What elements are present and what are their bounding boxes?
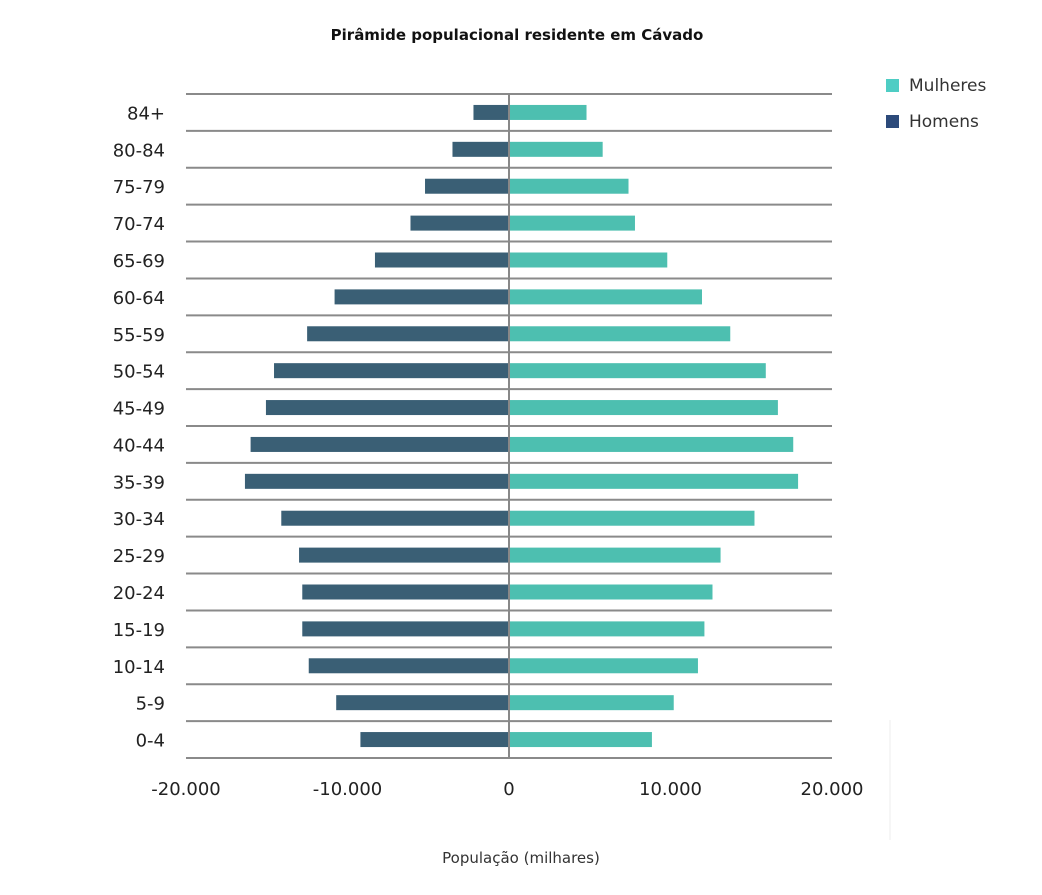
bar-mulheres	[509, 326, 731, 342]
bar-mulheres	[509, 473, 799, 489]
bar-homens	[274, 363, 509, 379]
y-tick-label: 0-4	[136, 731, 165, 752]
bar-mulheres	[509, 215, 635, 231]
bar-homens	[410, 215, 509, 231]
legend-label: Mulheres	[909, 76, 986, 96]
bar-homens	[360, 732, 509, 748]
bar-homens	[299, 547, 509, 563]
bar-homens	[250, 436, 509, 452]
y-tick-label: 75-79	[113, 177, 165, 198]
bar-mulheres	[509, 510, 755, 526]
bar-homens	[473, 104, 509, 120]
y-tick-label: 50-54	[113, 362, 165, 383]
x-tick-label: 20.000	[801, 779, 864, 800]
bar-homens	[302, 621, 509, 637]
y-tick-label: 70-74	[113, 214, 165, 235]
bar-homens	[308, 658, 509, 674]
y-tick-label: 45-49	[113, 399, 165, 420]
bar-homens	[244, 473, 509, 489]
x-axis-label: População (milhares)	[442, 849, 600, 867]
legend: Mulheres Homens	[886, 76, 986, 132]
bar-mulheres	[509, 436, 794, 452]
bar-mulheres	[509, 104, 587, 120]
y-tick-label: 84+	[127, 103, 165, 124]
y-tick-label: 55-59	[113, 325, 165, 346]
y-tick-label: 25-29	[113, 546, 165, 567]
bar-mulheres	[509, 363, 766, 379]
y-tick-label: 80-84	[113, 140, 165, 161]
y-tick-label: 10-14	[113, 657, 165, 678]
y-tick-label: 20-24	[113, 583, 165, 604]
bar-mulheres	[509, 252, 668, 268]
y-tick-label: 15-19	[113, 620, 165, 641]
y-tick-label: 40-44	[113, 435, 165, 456]
y-tick-label: 60-64	[113, 288, 165, 309]
bar-homens	[307, 326, 509, 342]
bar-homens	[425, 178, 509, 194]
legend-swatch	[886, 115, 899, 128]
x-tick-label: -20.000	[151, 779, 220, 800]
bar-homens	[302, 584, 509, 600]
legend-swatch	[886, 79, 899, 92]
bar-mulheres	[509, 695, 674, 711]
x-tick-label: 0	[503, 779, 514, 800]
bar-homens	[452, 141, 509, 157]
bar-homens	[281, 510, 509, 526]
bar-homens	[374, 252, 509, 268]
x-tick-label: -10.000	[313, 779, 382, 800]
y-tick-label: 65-69	[113, 251, 165, 272]
bar-mulheres	[509, 141, 603, 157]
bar-mulheres	[509, 584, 713, 600]
y-tick-label: 35-39	[113, 472, 165, 493]
bar-homens	[265, 400, 509, 416]
bar-homens	[336, 695, 509, 711]
bar-mulheres	[509, 658, 698, 674]
bar-mulheres	[509, 178, 629, 194]
bar-mulheres	[509, 289, 702, 305]
y-tick-label: 5-9	[136, 694, 165, 715]
bar-mulheres	[509, 547, 721, 563]
bar-mulheres	[509, 621, 705, 637]
bar-homens	[334, 289, 509, 305]
x-tick-label: 10.000	[639, 779, 702, 800]
y-tick-label: 30-34	[113, 509, 165, 530]
legend-label: Homens	[909, 112, 979, 132]
bar-mulheres	[509, 400, 778, 416]
chart-title: Pirâmide populacional residente em Cávad…	[331, 26, 704, 44]
bar-mulheres	[509, 732, 652, 748]
